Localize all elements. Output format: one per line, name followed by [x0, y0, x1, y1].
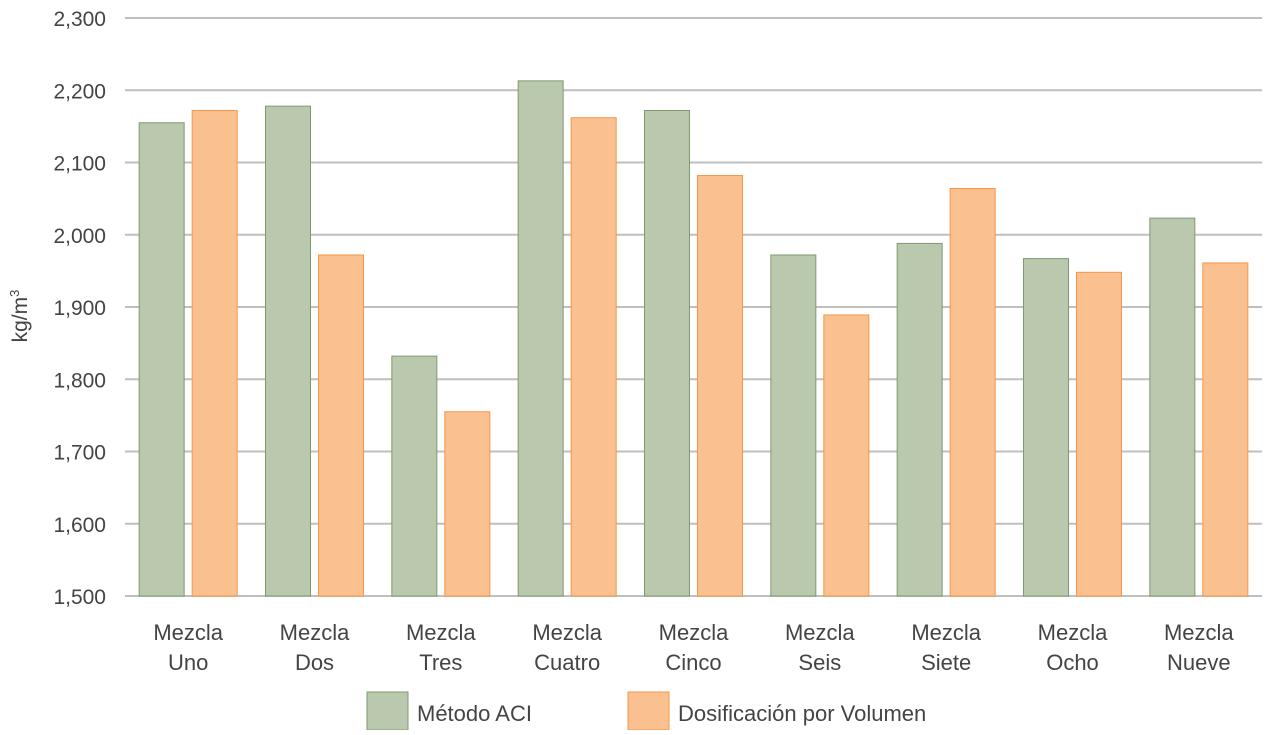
x-axis-labels: Mezcla Uno Mezcla Dos Mezcla Tres Mezcla Cuatro… — [153, 620, 1234, 675]
x-category-label: Uno — [168, 650, 208, 675]
y-tick-label: 1,800 — [53, 369, 106, 392]
bar-dosificacion-volumen — [191, 109, 238, 597]
legend-label: Método ACI — [417, 701, 532, 726]
bar-dosificacion-volumen — [444, 411, 491, 597]
bar-metodo-aci — [1023, 258, 1069, 597]
x-category-label: Cuatro — [534, 650, 600, 675]
y-axis-title-base: kg/m — [9, 297, 32, 343]
bar-metodo-aci — [896, 242, 943, 597]
y-axis-title-superscript: 3 — [7, 290, 22, 297]
x-category-label: Mezcla — [785, 620, 855, 645]
bar-metodo-aci — [770, 254, 817, 597]
legend-swatch — [366, 691, 409, 731]
bar-dosificacion-volumen — [1202, 262, 1249, 597]
y-tick-label: 2,100 — [53, 153, 106, 176]
x-category-label: Mezcla — [659, 620, 729, 645]
x-category-label: Seis — [798, 650, 841, 675]
bar-dosificacion-volumen — [318, 254, 364, 597]
x-category-label: Mezcla — [1038, 620, 1108, 645]
x-category-label: Tres — [419, 650, 462, 675]
x-category-label: Mezcla — [280, 620, 350, 645]
bar-metodo-aci — [517, 80, 564, 597]
x-category-label: Mezcla — [911, 620, 981, 645]
x-category-label: Cinco — [665, 650, 721, 675]
bar-dosificacion-volumen — [949, 188, 996, 597]
y-tick-label: 1,700 — [53, 442, 106, 465]
x-category-label: Mezcla — [532, 620, 602, 645]
y-tick-label: 1,900 — [53, 297, 106, 320]
grid-lines — [125, 17, 1262, 597]
y-axis-title: kg/m3 — [7, 290, 32, 343]
x-category-label: Mezcla — [153, 620, 223, 645]
x-category-label: Siete — [921, 650, 971, 675]
bar-dosificacion-volumen — [697, 175, 743, 597]
bar-dosificacion-volumen — [1076, 271, 1122, 597]
y-tick-label: 1,600 — [53, 514, 106, 537]
bar-metodo-aci — [265, 105, 311, 597]
bar-metodo-aci — [138, 122, 185, 597]
x-category-label: Dos — [295, 650, 334, 675]
bar-metodo-aci — [644, 109, 690, 597]
legend-swatch — [627, 691, 670, 731]
x-category-label: Mezcla — [1164, 620, 1234, 645]
y-axis-title-group: kg/m3 — [7, 290, 32, 343]
x-category-label: Nueve — [1167, 650, 1231, 675]
x-category-label: Mezcla — [406, 620, 476, 645]
bar-dosificacion-volumen — [823, 314, 870, 597]
y-tick-label: 2,000 — [53, 225, 106, 248]
legend-label: Dosificación por Volumen — [678, 701, 926, 726]
bar-metodo-aci — [1149, 217, 1196, 597]
x-category-label: Ocho — [1046, 650, 1099, 675]
y-axis-ticks: 1,500 1,600 1,700 1,800 1,900 2,000 2,100 2,200… — [53, 8, 106, 609]
y-tick-label: 2,200 — [53, 80, 106, 103]
bars — [138, 80, 1249, 597]
y-tick-label: 2,300 — [53, 8, 106, 31]
bar-metodo-aci — [391, 355, 438, 597]
bar-dosificacion-volumen — [570, 117, 617, 597]
y-tick-label: 1,500 — [53, 586, 106, 609]
legend: Método ACI Dosificación por Volumen — [366, 691, 926, 731]
